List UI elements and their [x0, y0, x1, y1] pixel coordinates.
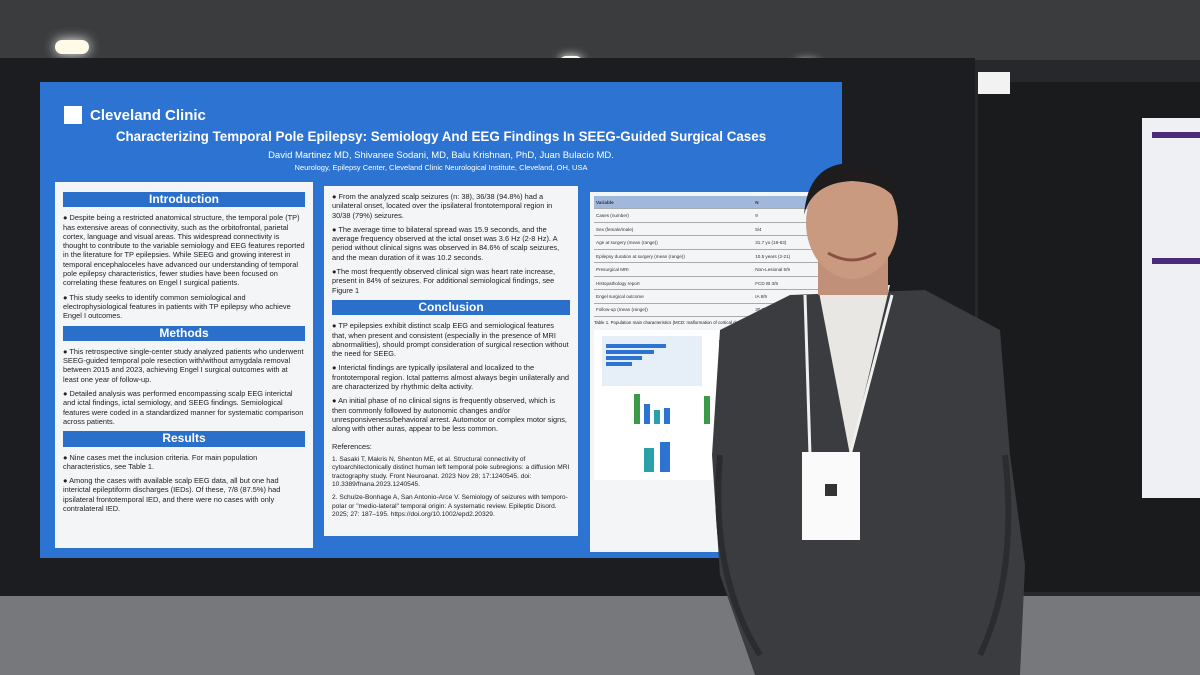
left-column: Introduction ● Despite being a restricte…: [55, 182, 313, 548]
section-heading: Results: [63, 431, 305, 447]
neighbor-poster: [1142, 118, 1200, 498]
table-cell: 10.5 years (2-21): [753, 249, 831, 264]
figure-shape: [606, 356, 642, 361]
badge: [802, 452, 860, 540]
figure-panel: [602, 336, 702, 387]
reference: 2. Schulze-Bonhage A, San Antonio-Arce V…: [332, 494, 568, 519]
face: [806, 167, 898, 279]
paragraph: ● Among the cases with available scalp E…: [63, 476, 281, 514]
paragraph: ● This retrospective single-center study…: [63, 346, 304, 384]
light: [55, 40, 89, 54]
section-heading: Introduction: [63, 192, 305, 208]
table-cell: Age at surgery (mean (range)): [594, 235, 754, 250]
figure-shape: [704, 396, 710, 425]
figure-shape: [664, 408, 670, 425]
hair: [804, 163, 900, 215]
arm: [715, 454, 763, 657]
poster: Cleveland Clinic Characterizing Temporal…: [40, 82, 842, 558]
paragraph: ● Nine cases met the inclusion criteria.…: [63, 452, 258, 471]
paragraph: ● The average time to bilateral spread w…: [332, 224, 560, 262]
table-cell: FCD IB 3/9: [753, 276, 831, 291]
logo: [64, 106, 82, 124]
table-row: Epilepsy duration at surgery (mean (rang…: [594, 249, 831, 264]
shirt: [818, 285, 890, 455]
table-row: Histopathology report FCD IB 3/9: [594, 276, 831, 291]
authors: David Martinez MD, Shivanee Sodani, MD, …: [268, 150, 614, 161]
affiliation: Neurology, Epilepsy Center, Cleveland Cl…: [294, 163, 588, 172]
neighbor-footer: [1152, 258, 1200, 264]
table-caption: Table 1. Population main characteristics…: [594, 320, 747, 326]
org-name: Cleveland Clinic: [90, 107, 206, 124]
arm: [977, 454, 1012, 657]
table-cell: Non-Lesional 5/9: [753, 262, 831, 277]
figure-shape: [660, 442, 670, 473]
figure-shape: [606, 362, 632, 367]
table-cell: Follow-up (mean (range)): [594, 303, 754, 318]
figure-shape: [606, 350, 654, 355]
lanyard: [803, 294, 812, 456]
references-heading: References:: [332, 441, 372, 451]
figure-shape: [606, 344, 666, 349]
figure-shape: [644, 404, 650, 425]
poster-title: Characterizing Temporal Pole Epilepsy: S…: [115, 129, 767, 144]
person: [712, 163, 1025, 675]
jacket: [712, 290, 1025, 675]
paragraph: ● Despite being a restricted anatomical …: [63, 213, 305, 288]
table-cell: Sex (female/male): [594, 222, 754, 237]
figure-shape: [644, 448, 654, 473]
paragraph: ● From the analyzed scalp seizures (n: 3…: [332, 192, 553, 220]
paragraph: ●The most frequently observed clinical s…: [332, 267, 556, 295]
reference: 1. Sasaki T, Makris N, Shenton ME, et al…: [332, 455, 570, 489]
middle-column: ● From the analyzed scalp seizures (n: 3…: [324, 186, 578, 536]
paragraph: ● TP epilepsies exhibit distinct scalp E…: [332, 321, 569, 359]
section-heading: Methods: [63, 325, 305, 341]
qr-code: [825, 484, 837, 496]
table-row: Presurgical MRI Non-Lesional 5/9: [594, 262, 831, 277]
ceiling: [0, 0, 1200, 60]
booth-number: [978, 72, 1010, 94]
paragraph: ● Interictal findings are typically ipsi…: [332, 363, 570, 392]
neighbor-heading: [1152, 132, 1200, 138]
table-cell: Engel surgical outcome: [594, 289, 754, 304]
table-cell: Cases (number): [594, 208, 754, 223]
figure-shape: [634, 394, 640, 425]
smile: [827, 251, 877, 262]
table-cell: Histopathology report: [594, 276, 754, 291]
table-cell: Variable: [594, 196, 754, 210]
paragraph: ● Detailed analysis was performed encomp…: [63, 389, 304, 426]
table-cell: Presurgical MRI: [594, 262, 754, 277]
paragraph: ● An initial phase of no clinical signs …: [332, 396, 567, 434]
paragraph: ● This study seeks to identify common se…: [63, 292, 291, 321]
figure-shape: [654, 410, 660, 425]
section-heading: Conclusion: [332, 299, 570, 316]
table-cell: Epilepsy duration at surgery (mean (rang…: [594, 249, 754, 264]
lanyard: [848, 294, 894, 456]
